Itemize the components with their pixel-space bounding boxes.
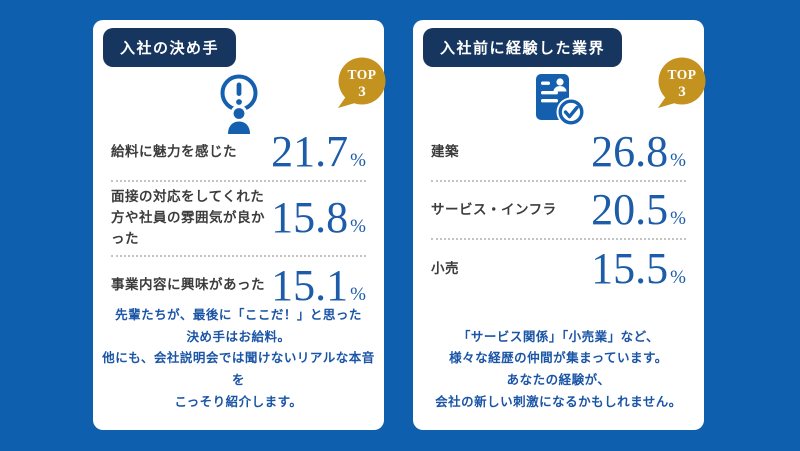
stat-value: 15.5 % [591, 247, 686, 291]
card-title-tag: 入社前に経験した業界 [423, 28, 623, 67]
stat-list: 建築 26.8 % サービス・インフラ 20.5 % 小売 15.5 % [431, 124, 686, 298]
stat-label: サービス・インフラ [431, 201, 557, 217]
footer-line: 「サービス関係」「小売業」など、 [457, 329, 660, 344]
stat-unit: % [350, 216, 366, 238]
footer-line: あなたの経験が、 [506, 373, 611, 388]
stat-number: 20.5 [591, 185, 669, 234]
stat-row: サービス・インフラ 20.5 % [431, 182, 686, 240]
stat-row: 事業内容に興味があった 15.1 % [111, 257, 366, 315]
card-footer-note: 「サービス関係」「小売業」など、 様々な経歴の仲間が集まっています。 あなたの経… [419, 327, 698, 415]
card-title: 入社の決め手 [120, 40, 220, 57]
footer-line: 他にも、会社説明会では聞けないリアルな本音を [102, 351, 375, 388]
stat-unit: % [670, 150, 686, 171]
footer-line: 様々な経歴の仲間が集まっています。 [449, 351, 668, 366]
stat-number: 15.8 [271, 193, 349, 243]
card-footer-note: 先輩たちが、最後に「ここだ！」と思った 決め手はお給料。 他にも、会社説明会では… [99, 305, 378, 414]
stat-label: 給料に魅力を感じた [111, 143, 237, 159]
stat-list: 給料に魅力を感じた 21.7 % 面接の対応をしてくれた方や社員の雰囲気が良かっ… [111, 124, 366, 315]
person-exclamation-icon [93, 72, 384, 134]
footer-line: 決め手はお給料。 [186, 329, 291, 344]
stat-label: 面接の対応をしてくれた方や社員の雰囲気が良かった [111, 189, 265, 246]
footer-line: 先輩たちが、最後に「ここだ！」と思った [115, 307, 362, 322]
stat-label: 小売 [431, 260, 459, 276]
stat-label: 建築 [431, 143, 459, 159]
card-title: 入社前に経験した業界 [440, 40, 606, 57]
stat-number: 15.5 [591, 244, 669, 293]
footer-line: こっそり紹介します。 [174, 395, 303, 410]
badge-word: TOP [667, 67, 696, 82]
top3-badge-icon: TOP 3 [338, 57, 386, 108]
badge-rank: 3 [358, 84, 366, 100]
resume-check-icon [413, 72, 704, 130]
stat-value: 20.5 % [591, 188, 686, 232]
stat-row: 給料に魅力を感じた 21.7 % [111, 124, 366, 182]
card-prior-industries: 入社前に経験した業界 TOP 3 建築 26.8 % サービス [413, 20, 706, 430]
stat-value: 15.1 % [271, 260, 366, 310]
stat-row: 建築 26.8 % [431, 124, 686, 182]
footer-line: 会社の新しい刺激になるかもしれません。 [435, 395, 682, 410]
card-joining-decision: 入社の決め手 TOP 3 給料に魅力を感じた 21.7 % 面接の対応をしてくれ… [93, 20, 386, 430]
stat-number: 26.8 [591, 127, 669, 176]
stat-unit: % [350, 283, 366, 305]
badge-rank: 3 [678, 84, 686, 100]
stat-unit: % [670, 208, 686, 229]
top3-badge-icon: TOP 3 [658, 57, 706, 108]
stat-value: 15.8 % [271, 196, 366, 240]
stat-row: 面接の対応をしてくれた方や社員の雰囲気が良かった 15.8 % [111, 182, 366, 257]
stat-unit: % [350, 150, 366, 171]
stat-value: 21.7 % [271, 130, 366, 174]
stat-number: 15.1 [271, 260, 349, 310]
stat-row: 小売 15.5 % [431, 240, 686, 298]
stat-label: 事業内容に興味があった [111, 277, 265, 293]
stat-value: 26.8 % [591, 130, 686, 174]
card-title-tag: 入社の決め手 [103, 28, 237, 67]
stat-number: 21.7 [271, 127, 349, 176]
badge-word: TOP [347, 67, 376, 82]
stat-unit: % [670, 267, 686, 288]
